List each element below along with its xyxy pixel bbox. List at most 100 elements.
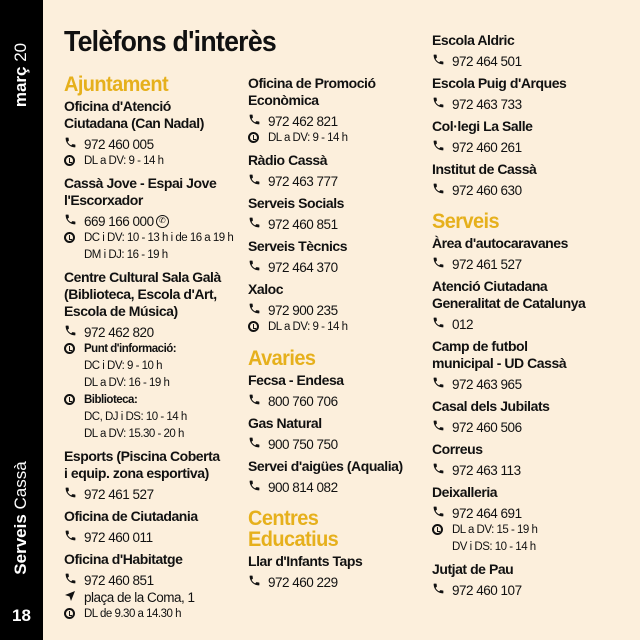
phone-number[interactable]: 972 461 527 bbox=[452, 257, 522, 272]
phone-number[interactable]: 972 463 733 bbox=[452, 97, 522, 112]
phone-number[interactable]: 972 900 235 bbox=[268, 303, 338, 318]
phone-row[interactable]: 900 814 082 bbox=[248, 479, 432, 496]
directory-entry: Oficina de Ciutadania 972 460 011 bbox=[64, 508, 248, 546]
entry-name: Escola Aldric bbox=[432, 32, 616, 49]
phone-row[interactable]: 972 460 261 bbox=[432, 139, 616, 156]
phone-row[interactable]: 972 463 777 bbox=[248, 173, 432, 190]
phone-number[interactable]: 972 463 777 bbox=[268, 174, 338, 189]
entry-name: Escola Puig d'Arques bbox=[432, 75, 616, 92]
entry-name-line: Casal dels Jubilats bbox=[432, 398, 550, 414]
phone-row[interactable]: 972 463 733 bbox=[432, 96, 616, 113]
info-row: DC i DV: 9 - 10 h bbox=[64, 358, 248, 375]
entry-name-line: Econòmica bbox=[248, 92, 319, 108]
directory-entry: Esports (Piscina Coberta i equip. zona es… bbox=[64, 448, 248, 503]
phone-row[interactable]: 012 bbox=[432, 316, 616, 333]
phone-row[interactable]: 972 461 527 bbox=[64, 486, 248, 503]
phone-row[interactable]: 669 166 000 ✆ bbox=[64, 213, 248, 230]
phone-number[interactable]: 972 460 261 bbox=[452, 140, 522, 155]
phone-number[interactable]: 972 464 370 bbox=[268, 260, 338, 275]
phone-number[interactable]: 972 461 527 bbox=[84, 487, 154, 502]
entry-name: Oficina de Promoció Econòmica bbox=[248, 75, 432, 109]
phone-row[interactable]: 972 462 821 bbox=[248, 113, 432, 130]
info-row: Punt d'informació: bbox=[64, 341, 248, 358]
clock-icon bbox=[64, 153, 84, 170]
location-icon bbox=[64, 589, 84, 606]
phone-number[interactable]: 972 463 965 bbox=[452, 377, 522, 392]
phone-number[interactable]: 972 460 851 bbox=[268, 217, 338, 232]
directory-entry: Serveis Socials 972 460 851 bbox=[248, 195, 432, 233]
phone-number[interactable]: 972 460 506 bbox=[452, 420, 522, 435]
info-row: plaça de la Coma, 1 bbox=[64, 589, 248, 606]
phone-row[interactable]: 972 460 107 bbox=[432, 582, 616, 599]
directory-entry: Escola Puig d'Arques 972 463 733 bbox=[432, 75, 616, 113]
phone-row[interactable]: 972 460 005 bbox=[64, 136, 248, 153]
info-text: DL a DV: 9 - 14 h bbox=[268, 132, 348, 144]
phone-number[interactable]: 900 814 082 bbox=[268, 480, 338, 495]
entry-name-line: Esports (Piscina Coberta bbox=[64, 448, 220, 464]
phone-icon bbox=[432, 582, 452, 599]
directory-entry: Casal dels Jubilats 972 460 506 bbox=[432, 398, 616, 436]
phone-number[interactable]: 972 464 501 bbox=[452, 54, 522, 69]
phone-number[interactable]: 900 750 750 bbox=[268, 437, 338, 452]
phone-row[interactable]: 972 460 011 bbox=[64, 529, 248, 546]
phone-row[interactable]: 972 464 691 bbox=[432, 505, 616, 522]
phone-row[interactable]: 900 750 750 bbox=[248, 436, 432, 453]
phone-row[interactable]: 972 464 501 bbox=[432, 53, 616, 70]
phone-row[interactable]: 972 460 506 bbox=[432, 419, 616, 436]
info-row: DC i DV: 10 - 13 h i de 16 a 19 h bbox=[64, 230, 248, 247]
directory-entry: Gas Natural 900 750 750 bbox=[248, 415, 432, 453]
phone-number[interactable]: 972 460 011 bbox=[84, 530, 153, 545]
phone-icon bbox=[248, 173, 268, 190]
whatsapp-icon: ✆ bbox=[155, 215, 169, 228]
phone-number[interactable]: 972 463 113 bbox=[452, 463, 521, 478]
phone-number[interactable]: 972 460 630 bbox=[452, 183, 522, 198]
column-3: Escola Aldric 972 464 501 Escola Puig d'Ar… bbox=[432, 32, 616, 604]
entry-name-line: i equip. zona esportiva) bbox=[64, 465, 209, 481]
phone-icon bbox=[64, 136, 84, 153]
phone-row[interactable]: 972 460 229 bbox=[248, 574, 432, 591]
entry-name: Institut de Cassà bbox=[432, 161, 616, 178]
phone-icon bbox=[64, 572, 84, 589]
info-row: DL a DV: 9 - 14 h bbox=[64, 153, 248, 170]
phone-row[interactable]: 972 462 820 bbox=[64, 324, 248, 341]
info-text: DC i DV: 9 - 10 h bbox=[84, 360, 163, 372]
entry-name-line: Deixalleria bbox=[432, 484, 498, 500]
phone-icon bbox=[64, 324, 84, 341]
phone-row[interactable]: 800 760 706 bbox=[248, 393, 432, 410]
phone-number[interactable]: 972 462 820 bbox=[84, 325, 154, 340]
phone-row[interactable]: 972 460 851 bbox=[64, 572, 248, 589]
info-row: DL a DV: 15 - 19 h bbox=[432, 522, 616, 539]
phone-number[interactable]: 972 464 691 bbox=[452, 506, 522, 521]
phone-icon bbox=[248, 479, 268, 496]
phone-row[interactable]: 972 463 113 bbox=[432, 462, 616, 479]
phone-row[interactable]: 972 460 630 bbox=[432, 182, 616, 199]
entry-name-line: Ràdio Cassà bbox=[248, 152, 328, 168]
section-heading: Serveis bbox=[432, 210, 500, 233]
info-row: DL a DV: 16 - 19 h bbox=[64, 375, 248, 392]
phone-number[interactable]: 972 460 229 bbox=[268, 575, 338, 590]
phone-row[interactable]: 972 463 965 bbox=[432, 376, 616, 393]
phone-row[interactable]: 972 900 235 bbox=[248, 302, 432, 319]
phone-number[interactable]: 012 bbox=[452, 317, 474, 332]
entry-name: Servei d'aigües (Aqualia) bbox=[248, 458, 432, 475]
directory-entry: Xaloc 972 900 235 DL a DV: 9 - 14 h bbox=[248, 281, 432, 336]
phone-icon bbox=[432, 505, 452, 522]
entry-name-line: Gas Natural bbox=[248, 415, 322, 431]
phone-number[interactable]: 972 460 851 bbox=[84, 573, 154, 588]
phone-number[interactable]: 669 166 000 bbox=[84, 214, 154, 229]
phone-row[interactable]: 972 464 370 bbox=[248, 259, 432, 276]
clock-icon bbox=[248, 130, 268, 147]
phone-number[interactable]: 972 460 107 bbox=[452, 583, 522, 598]
entry-name-line: Centre Cultural Sala Galà bbox=[64, 269, 221, 285]
phone-row[interactable]: 972 461 527 bbox=[432, 256, 616, 273]
info-text: plaça de la Coma, 1 bbox=[84, 590, 195, 605]
phone-icon bbox=[432, 256, 452, 273]
phone-number[interactable]: 972 462 821 bbox=[268, 114, 338, 129]
entry-name-line: Àrea d'autocaravanes bbox=[432, 235, 568, 251]
info-row: DL a DV: 9 - 14 h bbox=[248, 319, 432, 336]
phone-number[interactable]: 800 760 706 bbox=[268, 394, 338, 409]
entry-name-line: Atenció Ciutadana bbox=[432, 278, 548, 294]
phone-row[interactable]: 972 460 851 bbox=[248, 216, 432, 233]
phone-number[interactable]: 972 460 005 bbox=[84, 137, 154, 152]
entry-name: Correus bbox=[432, 441, 616, 458]
